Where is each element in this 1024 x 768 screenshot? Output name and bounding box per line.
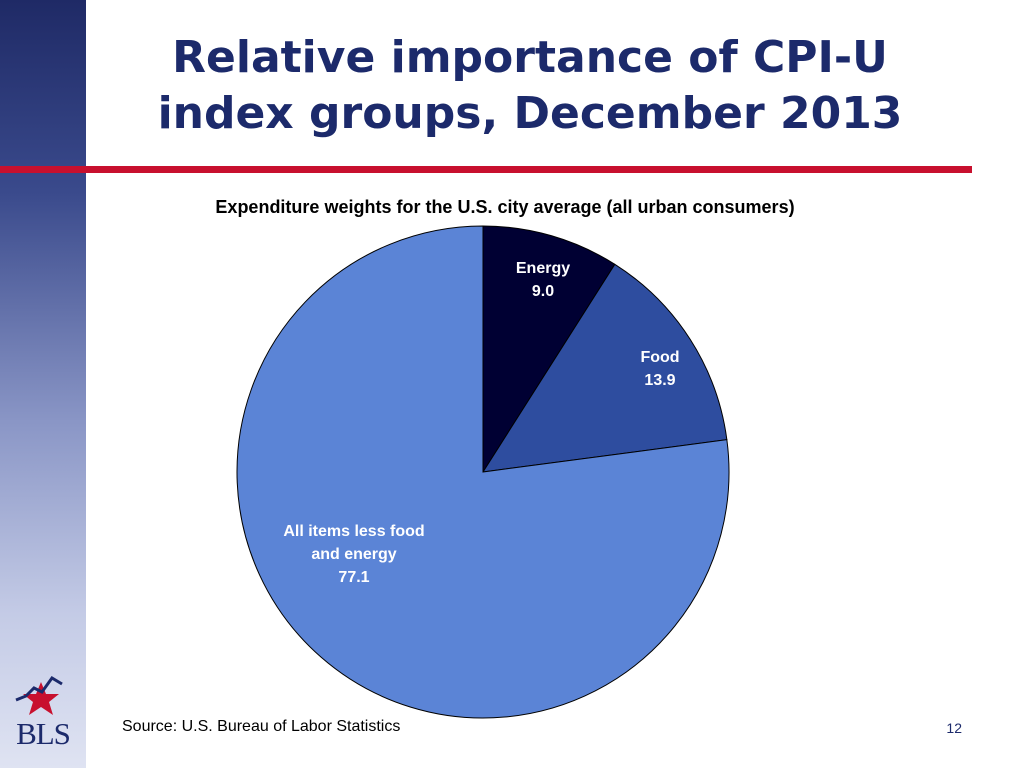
slice-label-line: Food: [640, 349, 679, 366]
slice-value: 13.9: [644, 372, 675, 389]
slice-label-line: All items less food: [283, 523, 424, 540]
slice-value: 77.1: [338, 569, 369, 586]
title-divider: [0, 166, 972, 173]
chart-subtitle: Expenditure weights for the U.S. city av…: [215, 197, 795, 217]
source-note: Source: U.S. Bureau of Labor Statistics: [122, 718, 401, 735]
pie-slice-2: [482, 263, 728, 473]
pie-slice-1: [482, 225, 616, 474]
sidebar-gradient: [0, 0, 86, 768]
pie-slice-3: [236, 225, 730, 719]
slice-label-line: and energy: [311, 546, 396, 563]
bls-logo-text: BLS: [16, 716, 71, 751]
star-icon: [15, 676, 63, 715]
slice-value: 9.0: [532, 283, 554, 300]
bls-logo: BLS: [8, 672, 78, 752]
page-number: 12: [946, 720, 962, 736]
slice-label-1: Energy 9.0: [516, 260, 570, 300]
slice-label-2: Food 13.9: [640, 349, 679, 389]
slice-label-3: All items less food and energy 77.1: [283, 523, 424, 586]
page-title: Relative importance of CPI-U index group…: [157, 32, 903, 139]
slice-label-line: Energy: [516, 260, 570, 277]
